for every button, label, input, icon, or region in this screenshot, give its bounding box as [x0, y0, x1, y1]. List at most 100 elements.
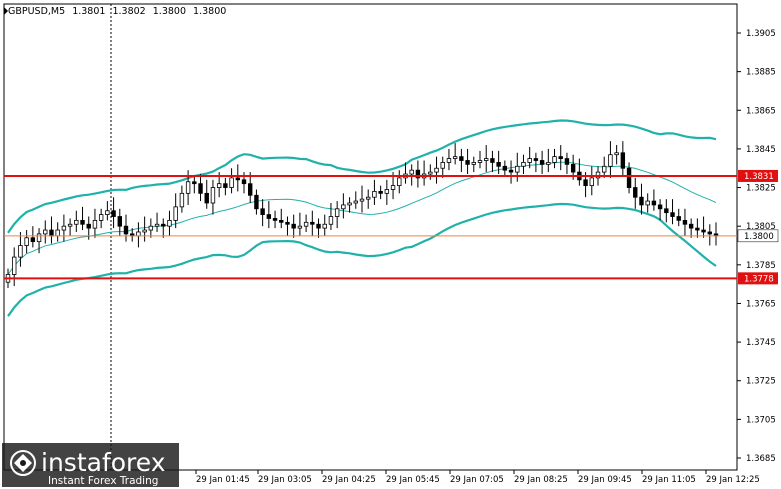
candle — [552, 148, 557, 169]
horizontal-levels: 1.3831 1.3778 1.3800 — [4, 169, 779, 285]
candle — [322, 214, 327, 236]
lower-band-line — [7, 202, 717, 317]
price-tick-label: 1.3825 — [746, 184, 776, 194]
candle — [347, 197, 352, 213]
support-level-price-label: 1.3778 — [744, 274, 774, 284]
candle — [645, 193, 650, 213]
candle — [602, 156, 607, 178]
candle — [527, 146, 532, 169]
time-tick-label: 29 Jan 03:05 — [258, 475, 312, 485]
candle — [695, 218, 700, 238]
price-tick-label: 1.3685 — [746, 454, 776, 464]
candle — [589, 166, 594, 196]
candle — [260, 199, 265, 227]
candle — [664, 199, 669, 223]
candle — [43, 220, 48, 244]
candle — [192, 175, 197, 194]
symbol-header: GBPUSD,M5 1.3801 1.3802 1.3800 1.3800 — [8, 6, 226, 17]
candle — [310, 210, 315, 236]
time-tick-label: 29 Jan 09:45 — [578, 475, 632, 485]
candle — [161, 218, 166, 238]
candle — [235, 164, 240, 192]
candle — [490, 150, 495, 173]
candle — [384, 179, 390, 205]
candle — [477, 150, 483, 169]
candle — [279, 208, 284, 229]
candle — [254, 189, 259, 215]
candle — [154, 212, 160, 232]
instaforex-logo: instaforex Instant Forex Trading — [2, 443, 179, 487]
price-tick-label: 1.3885 — [746, 68, 776, 78]
candle — [12, 247, 17, 287]
candle — [334, 201, 340, 229]
candle — [74, 210, 79, 232]
candle — [210, 179, 216, 215]
time-tick-label: 29 Jan 05:45 — [386, 475, 440, 485]
candle — [105, 201, 110, 221]
candle — [626, 162, 632, 194]
candle — [316, 218, 321, 238]
candle — [167, 210, 172, 236]
price-tick-label: 1.3745 — [746, 338, 776, 348]
candle — [248, 172, 253, 203]
price-tick-label: 1.3905 — [746, 29, 776, 39]
price-tick-label: 1.3785 — [746, 261, 776, 271]
current-price-label: 1.3800 — [744, 232, 774, 242]
candle — [502, 160, 508, 176]
candle — [701, 216, 706, 238]
resistance-level-price-label: 1.3831 — [744, 172, 774, 182]
time-tick-label: 29 Jan 01:45 — [196, 475, 250, 485]
candle — [465, 148, 470, 175]
candle — [173, 193, 178, 229]
price-tick-label: 1.3765 — [746, 299, 776, 309]
open-value: 1.3801 — [72, 6, 105, 17]
candle — [179, 185, 185, 213]
resistance-level-price-tag — [738, 169, 778, 182]
candle — [633, 177, 638, 209]
high-value: 1.3802 — [112, 6, 145, 17]
candle — [546, 148, 551, 173]
candle — [123, 214, 129, 242]
candle — [80, 206, 85, 231]
candle — [341, 193, 346, 219]
price-tick-label: 1.3845 — [746, 145, 776, 155]
candle — [229, 168, 234, 194]
candle — [378, 185, 383, 200]
candle — [539, 150, 545, 175]
candle — [117, 208, 122, 236]
candle — [18, 231, 23, 267]
candle — [608, 141, 613, 178]
symbol-name: GBPUSD,M5 — [8, 6, 65, 17]
candle — [558, 145, 563, 171]
time-axis-ticks: 29 Jan 01:45 29 Jan 03:05 29 Jan 04:25 29 J… — [195, 470, 760, 485]
time-tick-label: 29 Jan 11:05 — [642, 475, 696, 485]
price-tick-label: 1.3805 — [746, 222, 776, 232]
candle — [366, 189, 371, 209]
candle — [36, 228, 42, 254]
candle — [428, 164, 433, 180]
plot-area[interactable] — [3, 3, 738, 471]
candle — [266, 201, 272, 229]
candle — [372, 179, 377, 205]
logo-tagline: Instant Forex Trading — [48, 475, 158, 487]
close-value: 1.3800 — [193, 6, 226, 17]
candle — [67, 218, 73, 236]
candle — [688, 218, 694, 238]
candle — [272, 210, 278, 229]
low-value: 1.3800 — [153, 6, 186, 17]
candle — [24, 230, 29, 254]
time-tick-label: 29 Jan 12:25 — [706, 475, 760, 485]
candle — [353, 191, 358, 209]
candle — [670, 199, 675, 225]
candle — [297, 212, 303, 236]
candle — [521, 154, 526, 175]
price-tick-label: 1.3705 — [746, 415, 776, 425]
candle — [111, 197, 116, 229]
candle — [328, 203, 334, 231]
support-level-price-tag — [738, 272, 778, 285]
candle — [415, 160, 421, 188]
candle — [198, 174, 203, 202]
time-tick-label: 29 Jan 07:05 — [450, 475, 504, 485]
symbol-menu-icon[interactable] — [4, 7, 8, 15]
